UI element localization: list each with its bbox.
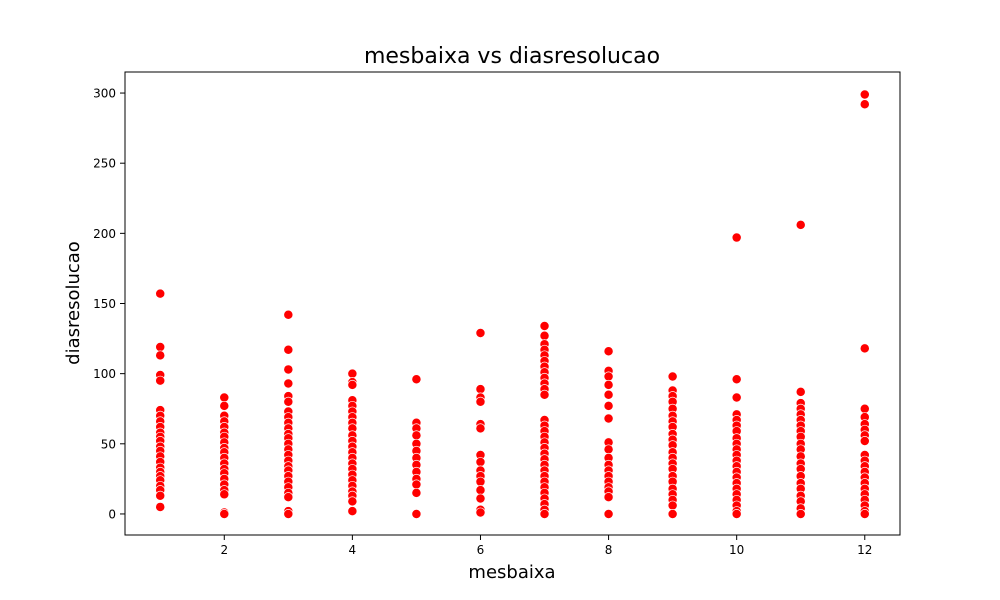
data-point xyxy=(603,492,614,503)
data-point xyxy=(795,219,806,230)
data-point xyxy=(731,392,742,403)
x-axis-label: mesbaixa xyxy=(468,562,555,583)
data-point xyxy=(603,379,614,390)
data-point xyxy=(283,378,294,389)
data-point xyxy=(731,232,742,243)
data-point xyxy=(603,389,614,400)
data-point xyxy=(539,509,550,519)
data-point xyxy=(155,288,166,299)
data-point xyxy=(219,400,230,411)
y-tick-label: 100 xyxy=(93,367,116,381)
data-point xyxy=(475,476,486,487)
y-tick-label: 200 xyxy=(93,227,116,241)
x-tick-label: 6 xyxy=(477,543,485,557)
data-point xyxy=(219,392,230,403)
data-point xyxy=(667,500,678,511)
data-point xyxy=(283,364,294,375)
chart-title: mesbaixa vs diasresolucao xyxy=(364,44,660,69)
data-point xyxy=(411,479,422,490)
data-point xyxy=(859,509,870,519)
data-point xyxy=(795,509,806,519)
x-tick-label: 2 xyxy=(220,543,228,557)
y-axis-label: diasresolucao xyxy=(63,241,84,365)
data-point xyxy=(475,493,486,504)
data-point xyxy=(539,330,550,341)
y-tick-label: 50 xyxy=(101,437,116,451)
data-point xyxy=(603,346,614,357)
data-point xyxy=(539,389,550,400)
x-tick-label: 12 xyxy=(857,543,872,557)
data-point xyxy=(859,343,870,354)
y-tick-label: 0 xyxy=(108,507,116,521)
data-point xyxy=(475,384,486,395)
data-point xyxy=(347,379,358,390)
data-point xyxy=(283,309,294,320)
data-point xyxy=(859,99,870,110)
data-point xyxy=(155,375,166,386)
data-point xyxy=(155,342,166,352)
data-point xyxy=(475,396,486,407)
y-tick-label: 300 xyxy=(93,87,116,101)
data-point xyxy=(283,344,294,355)
data-point xyxy=(219,489,230,500)
data-point xyxy=(155,350,166,361)
data-point xyxy=(731,374,742,385)
data-point xyxy=(475,457,486,467)
data-point xyxy=(155,501,166,512)
data-point xyxy=(283,509,294,519)
x-tick-label: 10 xyxy=(729,543,744,557)
y-tick-label: 150 xyxy=(93,297,116,311)
data-point xyxy=(539,320,550,331)
data-point xyxy=(859,436,870,446)
data-point xyxy=(603,371,614,382)
data-point xyxy=(411,430,422,441)
data-point xyxy=(603,444,614,455)
data-point xyxy=(475,507,486,518)
data-point xyxy=(475,328,486,338)
data-point xyxy=(411,374,422,385)
data-point xyxy=(219,509,230,519)
data-point xyxy=(347,496,358,507)
data-point xyxy=(795,386,806,397)
data-point xyxy=(667,371,678,382)
data-point xyxy=(859,89,870,100)
x-tick-label: 8 xyxy=(605,543,613,557)
data-points xyxy=(155,89,870,519)
data-point xyxy=(859,403,870,414)
x-axis: 2 4 6 8 10 12 xyxy=(220,535,872,557)
data-point xyxy=(603,413,614,424)
data-point xyxy=(475,423,486,434)
x-tick-label: 4 xyxy=(349,543,357,557)
data-point xyxy=(155,490,166,501)
data-point xyxy=(347,368,358,379)
data-point xyxy=(475,485,486,496)
data-point xyxy=(731,509,742,519)
data-point xyxy=(411,509,422,519)
data-point xyxy=(283,492,294,503)
data-point xyxy=(347,506,358,517)
data-point xyxy=(667,509,678,519)
data-point xyxy=(603,400,614,411)
data-point xyxy=(411,487,422,498)
y-axis: 0 50 100 150 200 250 300 xyxy=(93,87,125,521)
data-point xyxy=(283,396,294,407)
data-point xyxy=(603,509,614,519)
y-tick-label: 250 xyxy=(93,157,116,171)
